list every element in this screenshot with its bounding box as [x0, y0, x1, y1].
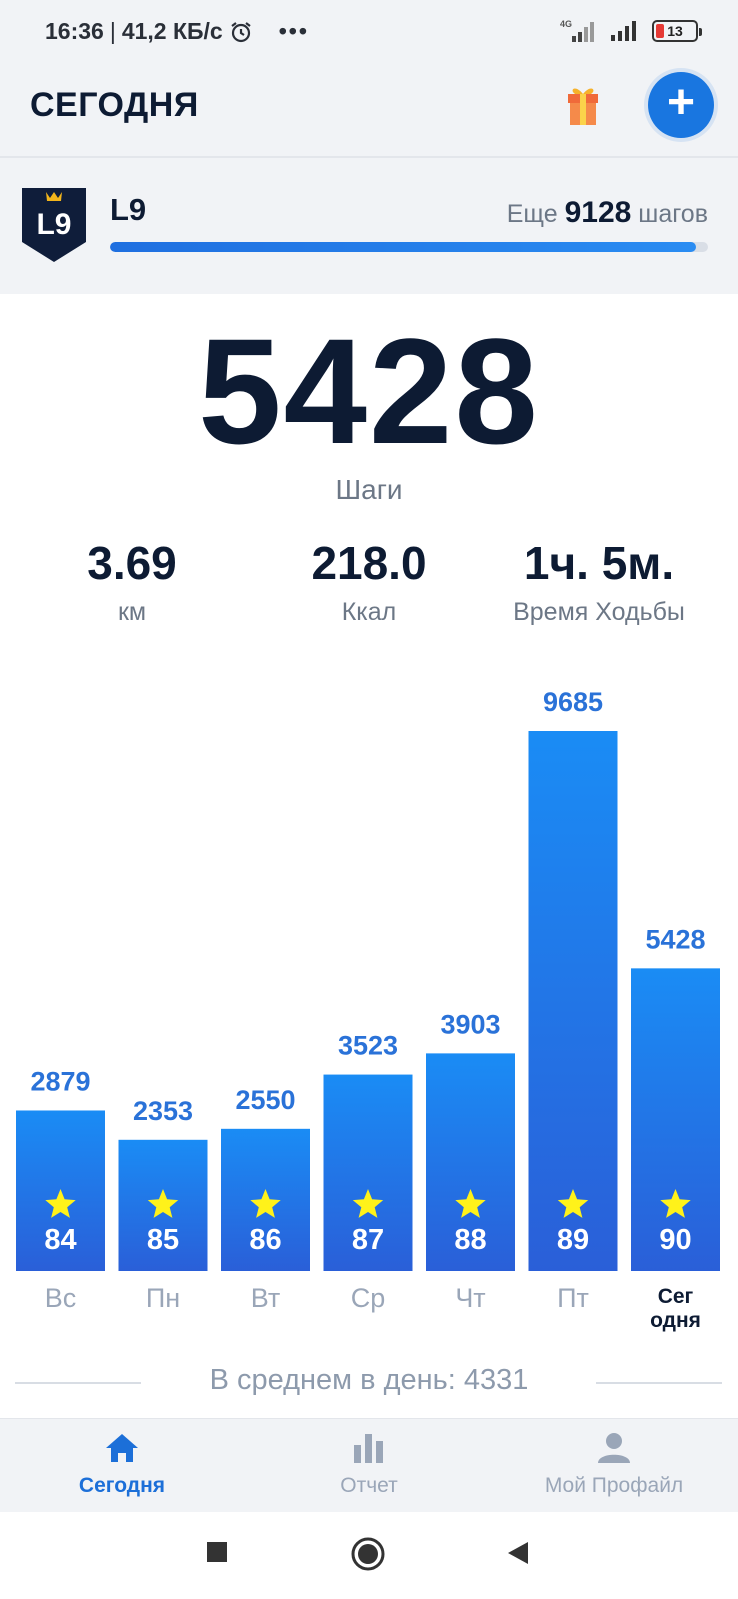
day-label: Вс	[45, 1283, 77, 1313]
day-label: Сег	[658, 1285, 694, 1308]
bar-value-label: 3903	[440, 1009, 500, 1039]
remaining-suffix: шагов	[638, 200, 708, 228]
bar-score-label: 89	[557, 1224, 589, 1256]
signal-icon	[611, 21, 636, 41]
plus-icon: +	[666, 76, 696, 129]
back-button[interactable]	[506, 1540, 530, 1571]
walking-time-value: 1ч. 5м.	[523, 537, 675, 589]
steps-count: 5428	[198, 307, 540, 475]
day-label: Чт	[455, 1283, 485, 1313]
walking-time-label: Время Ходьбы	[513, 598, 685, 626]
bar-value-label: 2353	[133, 1096, 193, 1126]
bar-value-label: 5428	[645, 924, 705, 954]
signal-4g-icon: 4G	[560, 19, 594, 42]
system-navigation-bar	[0, 1512, 738, 1599]
calories-stat: 218.0 Ккал	[259, 536, 479, 627]
nav-today-label: Сегодня	[78, 1474, 166, 1497]
status-network-speed: 41,2 КБ/с	[121, 18, 223, 44]
nav-report[interactable]: Отчет	[269, 1431, 469, 1498]
gift-button[interactable]	[565, 82, 601, 128]
day-label: Пн	[146, 1283, 180, 1313]
bar-score-label: 84	[44, 1224, 76, 1256]
day-label: Вт	[251, 1283, 280, 1313]
level-progress-bar	[110, 242, 708, 252]
level-badge-label: L9	[36, 208, 71, 241]
star-icon	[557, 1189, 589, 1218]
average-divider-left	[15, 1382, 141, 1384]
bar-score-label: 87	[352, 1224, 384, 1256]
nav-profile[interactable]: Мой Профайл	[514, 1431, 714, 1498]
bar-value-label: 2550	[235, 1085, 295, 1115]
add-button[interactable]: +	[648, 72, 714, 138]
bar-score-label: 86	[249, 1224, 281, 1256]
level-name: L9	[110, 192, 147, 227]
network-type-label: 4G	[560, 19, 572, 29]
chart-svg: 2879 84 Вс 2353 85 Пн 2550 86 Вт 3523 87 Ср 3903 88 Чт…	[16, 687, 720, 1332]
status-bar: 16:36 | 41,2 КБ/с ••• 4G 13	[0, 0, 738, 66]
bar-score-label: 85	[147, 1224, 179, 1256]
back-triangle-icon	[508, 1542, 528, 1564]
status-separator: |	[109, 18, 116, 44]
home-icon	[106, 1434, 138, 1462]
star-icon	[352, 1189, 384, 1218]
day-label: Пт	[557, 1283, 589, 1313]
bar-chart-icon	[354, 1434, 383, 1463]
status-left: 16:36 | 41,2 КБ/с •••	[45, 18, 309, 45]
home-circle-icon	[351, 1537, 385, 1571]
alarm-icon	[231, 21, 251, 42]
daily-average: В среднем в день: 4331	[209, 1364, 529, 1396]
nav-today[interactable]: Сегодня	[22, 1431, 222, 1498]
calories-value: 218.0	[311, 537, 427, 589]
gift-icon	[568, 88, 598, 125]
bar-value-label: 9685	[543, 687, 603, 717]
recents-button[interactable]	[205, 1540, 229, 1569]
more-dots-icon: •••	[278, 18, 309, 44]
star-icon	[45, 1189, 76, 1218]
recents-square-icon	[207, 1542, 227, 1562]
weekly-steps-chart: 2879 84 Вс 2353 85 Пн 2550 86 Вт 3523 87 Ср 3903 88 Чт…	[0, 680, 738, 1340]
distance-stat: 3.69 км	[22, 536, 242, 627]
battery-icon: 13	[652, 20, 702, 42]
nav-profile-label: Мой Профайл	[544, 1474, 684, 1497]
distance-value: 3.69	[87, 537, 177, 589]
bar-score-label: 88	[454, 1224, 486, 1256]
chart-bar[interactable]	[323, 1074, 413, 1271]
distance-label: км	[117, 598, 147, 626]
calories-label: Ккал	[341, 598, 397, 626]
page-title: СЕГОДНЯ	[30, 86, 199, 124]
status-time: 16:36	[45, 18, 104, 44]
day-label: Ср	[351, 1283, 386, 1313]
walking-time-stat: 1ч. 5м. Время Ходьбы	[489, 536, 709, 627]
average-divider-right	[596, 1382, 722, 1384]
bar-score-label: 90	[659, 1224, 691, 1256]
level-section: L9 L9 Еще 9128 шагов	[0, 158, 738, 294]
bar-value-label: 3523	[338, 1031, 398, 1061]
status-right: 4G 13	[558, 18, 702, 44]
user-icon	[598, 1433, 630, 1463]
nav-report-label: Отчет	[340, 1474, 398, 1497]
star-icon	[147, 1189, 179, 1218]
remaining-prefix: Еще	[506, 200, 558, 228]
star-icon	[250, 1189, 281, 1218]
home-system-button[interactable]	[350, 1536, 386, 1577]
bar-value-label: 2879	[30, 1066, 90, 1096]
remaining-steps: 9128	[564, 196, 632, 229]
level-progress-fill	[110, 242, 697, 252]
star-icon	[455, 1189, 486, 1218]
level-remaining: Еще 9128 шагов	[507, 196, 708, 230]
battery-level: 13	[667, 23, 683, 39]
app-header: СЕГОДНЯ +	[0, 66, 738, 158]
level-badge-icon: L9	[22, 188, 86, 262]
star-icon	[660, 1189, 691, 1218]
day-label: одня	[650, 1309, 701, 1332]
chart-bar[interactable]	[631, 968, 720, 1271]
chart-bar[interactable]	[426, 1053, 515, 1271]
bottom-navigation: Сегодня Отчет Мой Профайл	[0, 1418, 738, 1512]
chart-bar[interactable]	[528, 731, 618, 1271]
steps-label: Шаги	[335, 474, 403, 505]
